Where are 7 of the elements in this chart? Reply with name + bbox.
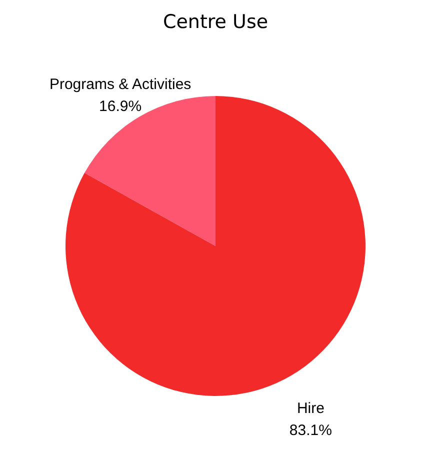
- chart-title: Centre Use: [162, 11, 268, 33]
- slice-label: Hire: [296, 400, 324, 418]
- pie-slice: [66, 96, 366, 396]
- data-label: 16.9%: [99, 98, 142, 115]
- slice-label: Programs & Activities: [49, 76, 192, 93]
- pie-slice: [84, 96, 216, 246]
- data-label: 83.1%: [289, 422, 332, 440]
